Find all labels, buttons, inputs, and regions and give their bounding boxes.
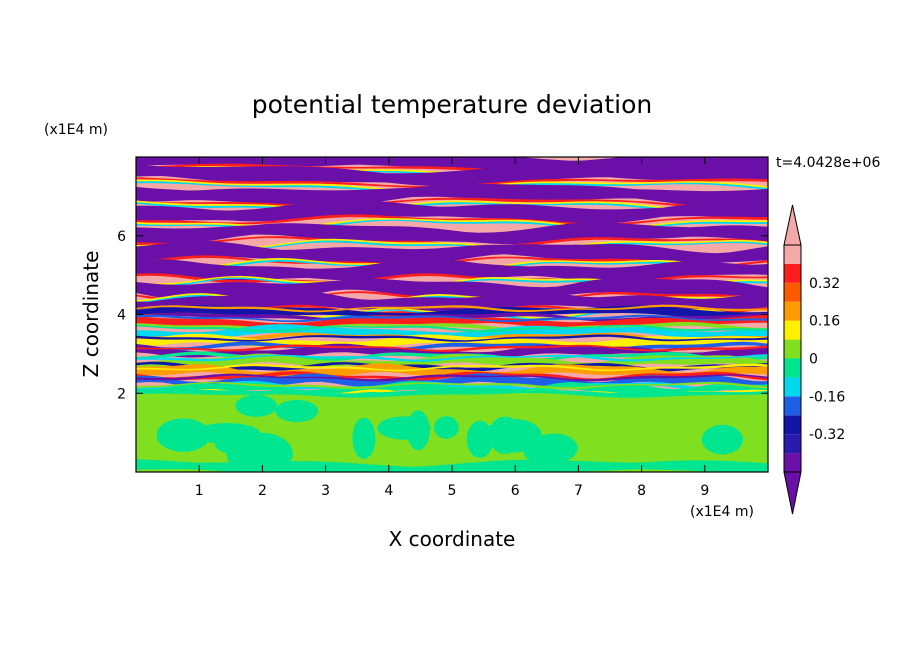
x-tick-label: 7: [574, 483, 583, 499]
x-tick-label: 4: [384, 483, 393, 499]
colorbar-segment: [784, 339, 801, 359]
y-unit-label: (x1E4 m): [44, 122, 108, 138]
x-tick-label: 9: [700, 483, 709, 499]
field-band: [136, 163, 768, 187]
colorbar-segment: [784, 415, 801, 435]
field-blob: [530, 433, 578, 463]
x-tick-label: 6: [511, 483, 520, 499]
x-tick-label: 8: [637, 483, 646, 499]
field-band: [136, 324, 768, 333]
field-band: [136, 344, 768, 352]
colorbar-over-arrow: [783, 204, 802, 246]
field-blob: [352, 417, 376, 459]
field-band: [136, 381, 768, 390]
field-band: [136, 324, 768, 341]
colorbar-segment: [784, 396, 801, 416]
x-tick-label: 1: [195, 483, 204, 499]
colorbar-tick-label: -0.32: [809, 427, 845, 443]
field-band: [136, 258, 768, 284]
colorbar-tick-label: 0.32: [809, 276, 840, 292]
field-band: [136, 290, 768, 316]
field-blobs: [156, 394, 743, 472]
colorbar-segment: [784, 377, 801, 397]
colorbar-tick-label: -0.16: [809, 389, 845, 405]
field-band: [136, 177, 768, 189]
colorbar-segment: [784, 434, 801, 454]
field-blob: [235, 394, 277, 417]
field-blob: [701, 424, 743, 455]
chart-title: potential temperature deviation: [252, 90, 652, 119]
field-band: [136, 314, 768, 323]
field-band: [136, 222, 768, 245]
heatmap-field: [136, 157, 768, 472]
field-blob: [214, 435, 257, 454]
field-band: [136, 380, 768, 392]
field-blob: [484, 418, 542, 453]
time-label: t=4.0428e+06: [776, 155, 880, 171]
field-band: [136, 202, 768, 213]
field-band: [136, 273, 768, 285]
colorbar-segment: [784, 301, 801, 321]
y-axis-label: Z coordinate: [79, 251, 103, 378]
field-band: [136, 354, 768, 362]
x-axis: 1 2 3 4 5 6 7 8 9: [195, 157, 709, 499]
colorbar-segment: [784, 358, 801, 378]
x-tick-label: 5: [448, 483, 457, 499]
colorbar-tick-label: 0: [809, 352, 818, 368]
y-tick-label: 4: [117, 308, 126, 324]
field-band: [136, 373, 768, 382]
x-axis-label: X coordinate: [389, 527, 516, 551]
x-unit-label: (x1E4 m): [690, 504, 754, 520]
field-band: [136, 240, 768, 252]
field-band: [136, 200, 768, 212]
field-band: [136, 183, 768, 208]
colorbar-segment: [784, 453, 801, 472]
field-band: [136, 334, 768, 342]
field-band: [136, 333, 768, 350]
colorbar-tick-label: 0.16: [809, 314, 840, 330]
field-band: [136, 199, 768, 225]
field-band: [136, 238, 768, 251]
colorbar-segment: [784, 320, 801, 340]
y-tick-label: 2: [117, 386, 126, 402]
field-blob: [433, 416, 459, 439]
colorbar-segment: [784, 263, 801, 283]
x-tick-label: 2: [258, 483, 267, 499]
colorbar-segment: [784, 245, 801, 264]
field-band: [136, 363, 768, 379]
field-blob: [156, 418, 210, 452]
colorbar-under-arrow: [783, 471, 802, 515]
y-axis: 2 4 6: [117, 229, 768, 402]
colorbar: 0.32 0.16 0 -0.16 -0.32: [783, 204, 845, 515]
field-blob: [275, 399, 319, 423]
colorbar-segment: [784, 282, 801, 302]
field-band: [136, 388, 768, 398]
field-blob: [377, 416, 431, 440]
colorbar-frame: [783, 244, 802, 473]
field-band: [136, 236, 768, 247]
x-tick-label: 3: [321, 483, 330, 499]
y-tick-label: 6: [117, 229, 126, 245]
field-band: [136, 304, 768, 313]
